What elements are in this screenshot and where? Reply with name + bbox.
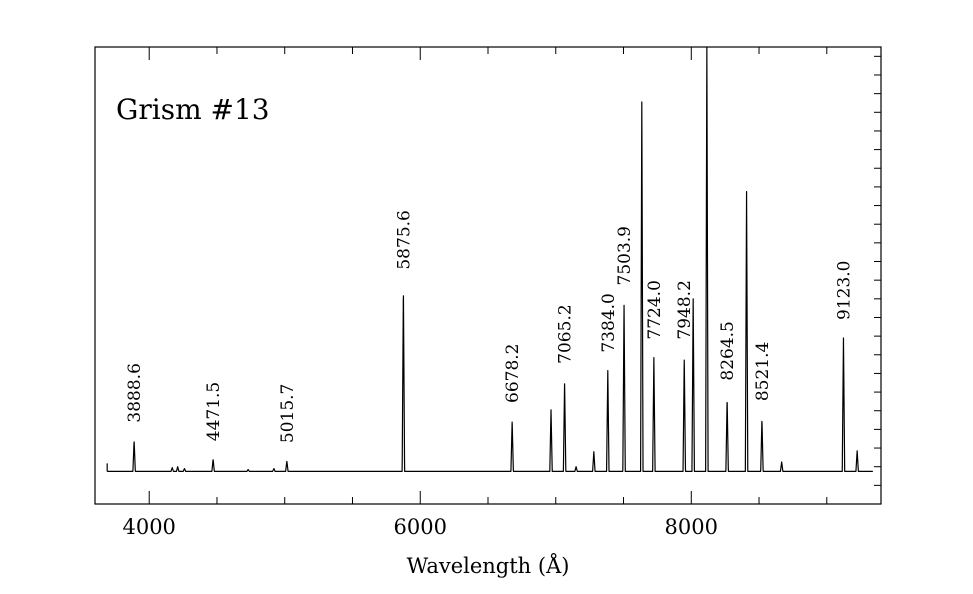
line-label: 7065.2 [556,304,576,363]
line-label: 4471.5 [204,382,224,441]
line-label: 8264.5 [718,321,738,380]
grism-title: Grism #13 [116,93,270,126]
line-label: 5015.7 [278,384,298,443]
line-label: 7948.2 [675,280,695,339]
line-label: 3888.6 [125,363,145,422]
line-label: 5875.6 [394,210,414,269]
x-tick-label: 4000 [122,515,175,539]
x-tick-label: 8000 [665,515,718,539]
line-label: 7724.0 [645,280,665,339]
line-label: 8521.4 [753,342,773,401]
line-label: 6678.2 [503,344,523,403]
line-label: 9123.0 [834,261,854,320]
x-axis-label: Wavelength (Å) [407,553,570,578]
spectrum-layer [106,46,874,472]
line-labels: 3888.6 4471.5 5015.7 5875.6 6678.2 7065.2 7384… [125,210,854,443]
axis-ticks [148,47,881,504]
x-tick-label: 6000 [394,515,447,539]
line-label: 7384.0 [599,293,619,352]
x-tick-labels: 4000 6000 8000 [122,515,718,539]
line-label: 7503.9 [615,226,635,285]
spectrum-line [106,46,874,472]
